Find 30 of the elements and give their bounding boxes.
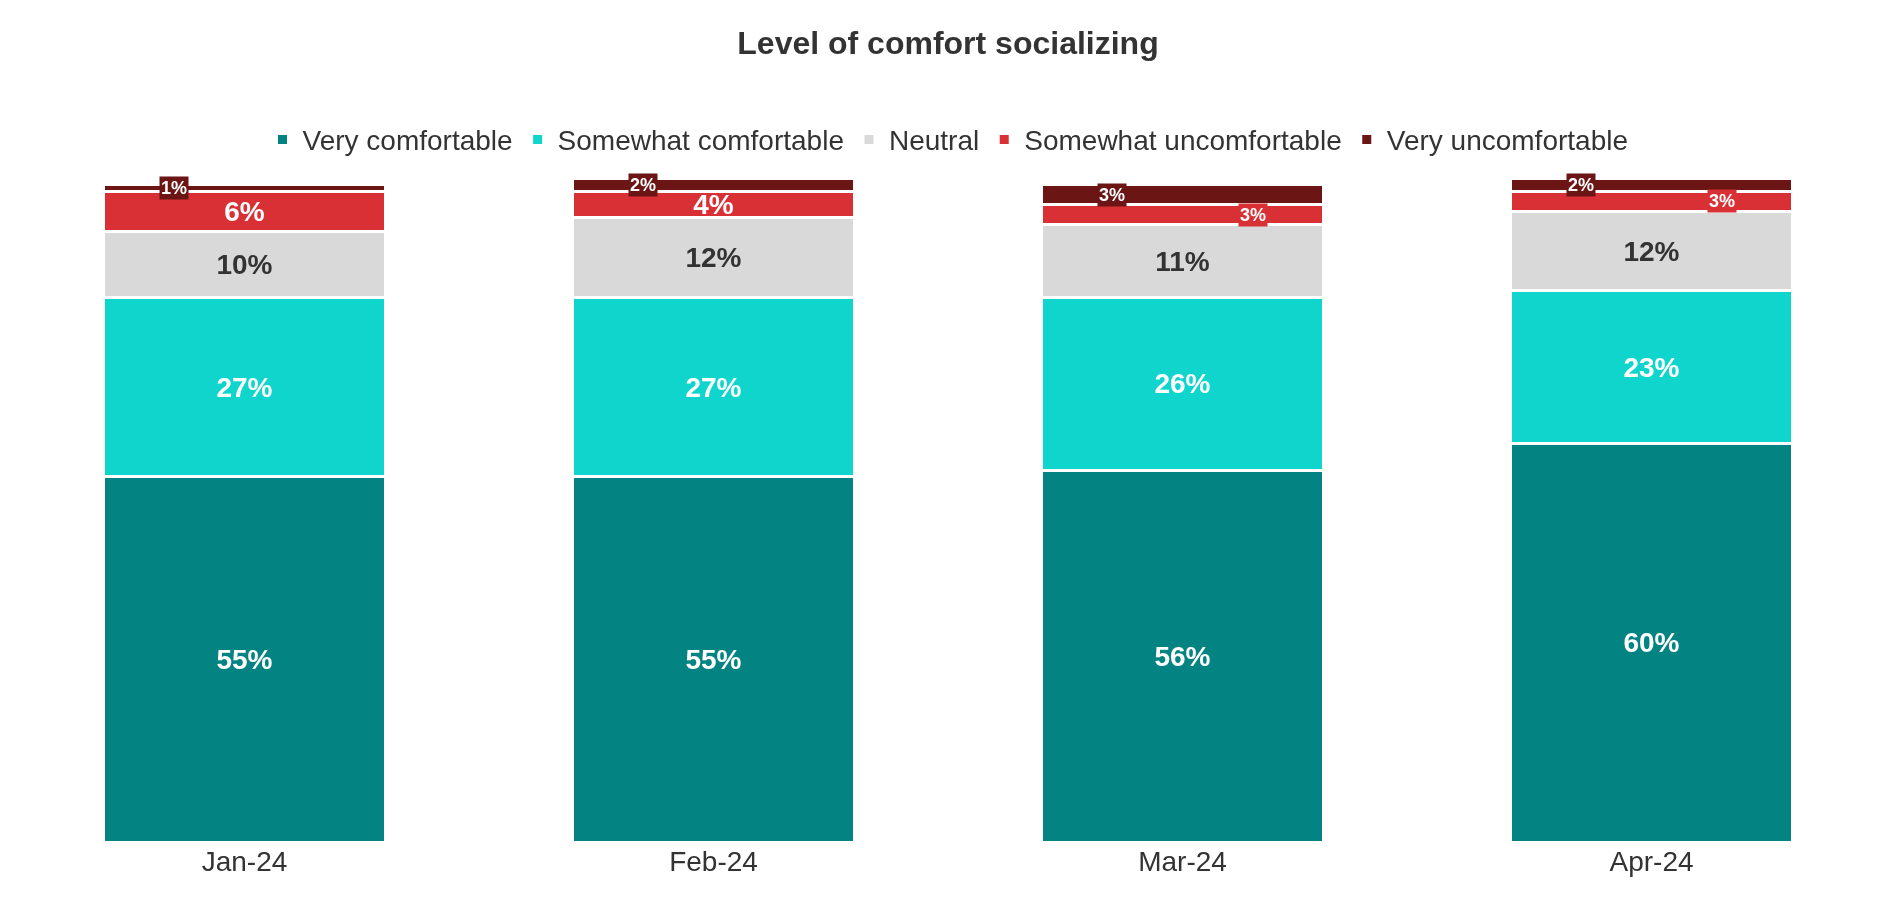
x-tick-label: Apr-24 [1609, 846, 1694, 877]
data-label: 2% [630, 175, 657, 195]
data-label: 56% [1154, 640, 1211, 672]
legend-label: Somewhat comfortable [557, 125, 844, 157]
legend-label: Somewhat uncomfortable [1024, 125, 1342, 157]
data-label: 26% [1154, 368, 1211, 400]
data-label: 10% [216, 248, 273, 280]
data-label: 27% [216, 371, 273, 403]
data-label: 11% [1155, 245, 1210, 277]
data-label: 60% [1623, 627, 1680, 659]
data-label: 55% [685, 643, 742, 675]
data-label: 6% [224, 195, 265, 227]
data-label: 1% [161, 178, 188, 198]
legend-label: Very uncomfortable [1386, 125, 1628, 157]
data-label: 4% [693, 189, 734, 221]
x-tick-label: Jan-24 [201, 846, 288, 877]
legend-label: Neutral [888, 125, 980, 157]
data-label: 23% [1623, 351, 1680, 383]
data-label: 2% [1568, 175, 1595, 195]
x-tick-label: Feb-24 [669, 846, 758, 877]
data-label: 12% [685, 242, 742, 274]
data-label: 3% [1240, 205, 1267, 225]
data-label: 12% [1623, 235, 1680, 267]
data-label: 3% [1099, 185, 1126, 205]
data-label: 55% [216, 643, 273, 675]
data-label: 27% [685, 371, 742, 403]
x-tick-label: Mar-24 [1138, 846, 1227, 877]
chart-title: Level of comfort socializing [737, 24, 1159, 61]
legend-label: Very comfortable [302, 125, 513, 157]
data-label: 3% [1709, 191, 1736, 211]
